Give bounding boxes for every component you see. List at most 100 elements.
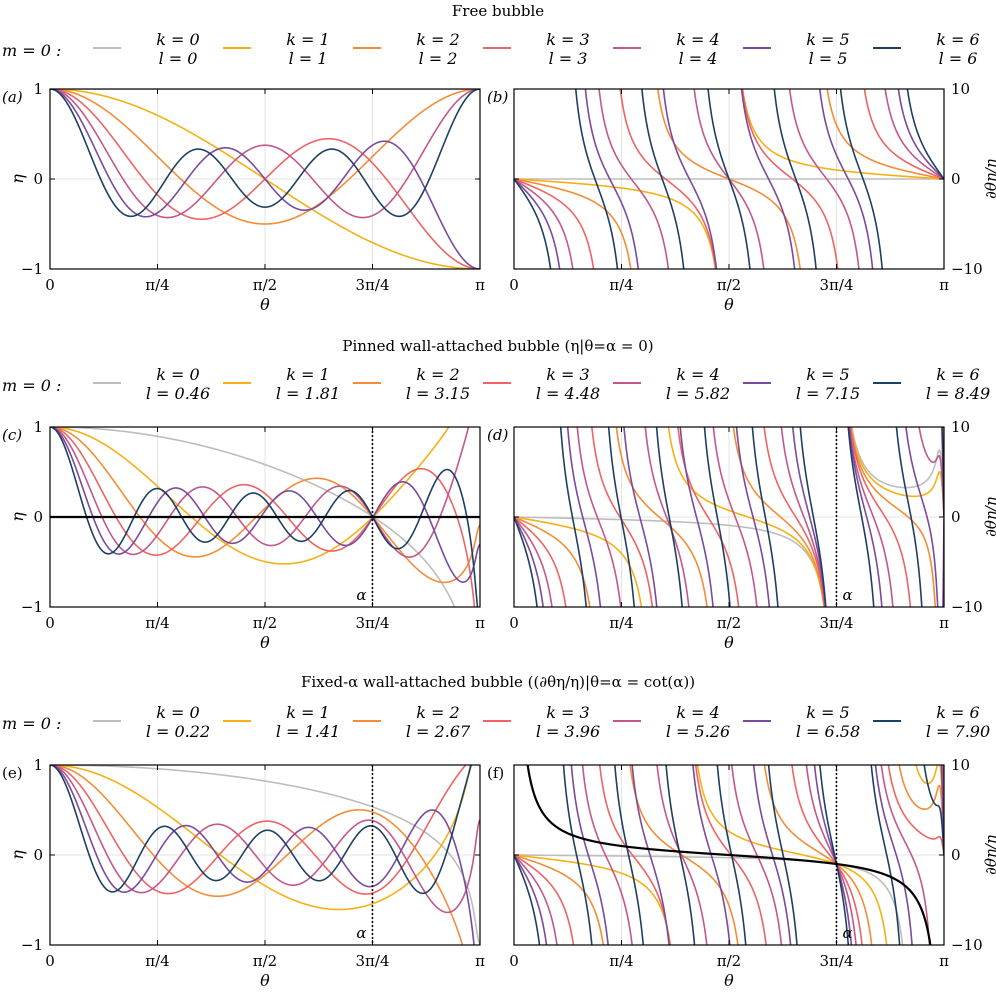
x-tick-label: π xyxy=(475,614,485,632)
series-group xyxy=(514,89,944,269)
legend-entry: k = 2l = 2.67 xyxy=(353,703,471,741)
series-group xyxy=(50,89,480,269)
y-tick-label: 0 xyxy=(33,170,43,188)
series-line xyxy=(50,765,464,945)
legend-k: k = 6 xyxy=(936,703,979,722)
x-tick-label: 0 xyxy=(509,952,519,970)
grid xyxy=(50,765,480,945)
legend-l: l = 4.48 xyxy=(536,384,600,403)
legend-k: k = 0 xyxy=(156,365,199,384)
series-line xyxy=(514,765,944,945)
x-axis-label: θ xyxy=(260,633,270,652)
series-line xyxy=(514,89,944,269)
y-tick-label: −10 xyxy=(951,260,983,278)
legend-l: l = 0.46 xyxy=(146,384,210,403)
x-axis-label: θ xyxy=(724,633,734,652)
legend-l: l = 3 xyxy=(549,49,588,68)
legend-l: l = 3.96 xyxy=(536,722,600,741)
series-line xyxy=(50,427,479,607)
legend-l: l = 6 xyxy=(939,49,978,68)
x-tick-label: π/4 xyxy=(145,614,169,632)
legend: m = 0 : k = 0l = 0k = 1l = 1k = 2l = 2k … xyxy=(2,30,980,68)
legend-entry: k = 3l = 4.48 xyxy=(483,365,600,403)
series-line xyxy=(50,427,480,584)
x-tick-label: π xyxy=(475,276,485,294)
section-fixed-alpha-bubble: Fixed-α wall-attached bubble ((∂θη/η)|θ=… xyxy=(2,673,996,990)
legend-label: m = 0 : xyxy=(2,714,61,733)
legend-l: l = 0.22 xyxy=(146,722,210,741)
legend-entry: k = 5l = 5 xyxy=(743,30,850,68)
section-pinned-bubble: Pinned wall-attached bubble (η|θ=α = 0) … xyxy=(2,337,996,652)
series-line xyxy=(514,765,944,945)
x-tick-label: π/4 xyxy=(609,952,633,970)
series-line xyxy=(514,89,944,269)
x-tick-label: π/2 xyxy=(717,276,741,294)
x-tick-label: 0 xyxy=(45,614,55,632)
legend-l: l = 1.41 xyxy=(276,722,340,741)
y-tick-label: −1 xyxy=(21,936,43,954)
y-axis-label: ∂θη/η xyxy=(982,835,996,875)
x-tick-label: π/2 xyxy=(717,952,741,970)
y-tick-label: −1 xyxy=(21,598,43,616)
legend-k: k = 4 xyxy=(676,30,719,49)
series-line xyxy=(50,89,480,218)
x-tick-label: π/4 xyxy=(145,952,169,970)
legend-k: k = 4 xyxy=(676,365,719,384)
legend-entry: k = 0l = 0.46 xyxy=(93,365,210,403)
x-axis-label: θ xyxy=(724,295,734,314)
legend-k: k = 2 xyxy=(416,30,459,49)
series-line xyxy=(50,89,480,219)
legend-entry: k = 6l = 8.49 xyxy=(873,365,990,403)
panel-label: (a) xyxy=(2,88,23,106)
y-tick-label: 0 xyxy=(951,508,961,526)
series-line xyxy=(50,765,480,914)
legend-l: l = 2.67 xyxy=(406,722,471,741)
legend-k: k = 4 xyxy=(676,703,719,722)
series-line xyxy=(50,765,472,911)
x-tick-label: π xyxy=(939,952,949,970)
y-axis-label: η xyxy=(8,512,27,522)
legend-k: k = 3 xyxy=(546,703,589,722)
series-line xyxy=(514,89,944,269)
legend-entry: k = 0l = 0.22 xyxy=(93,703,210,741)
y-tick-label: −10 xyxy=(951,936,983,954)
legend-entry: k = 4l = 4 xyxy=(613,30,720,68)
series-group xyxy=(50,765,480,945)
legend-label: m = 0 : xyxy=(2,376,61,395)
legend-k: k = 0 xyxy=(156,703,199,722)
y-tick-label: −1 xyxy=(21,260,43,278)
alpha-label: α xyxy=(356,924,366,942)
legend-l: l = 1 xyxy=(289,49,328,68)
series-group xyxy=(514,427,944,607)
x-tick-label: π/4 xyxy=(145,276,169,294)
x-tick-label: 3π/4 xyxy=(820,614,854,632)
section-title: Free bubble xyxy=(452,2,544,20)
x-tick-label: 3π/4 xyxy=(820,276,854,294)
panel-label: (b) xyxy=(487,88,508,106)
series-line xyxy=(514,427,944,607)
y-tick-label: 0 xyxy=(951,170,961,188)
legend-k: k = 6 xyxy=(936,365,979,384)
legend-entry: k = 4l = 5.82 xyxy=(613,365,730,403)
series-line xyxy=(50,765,472,895)
section-title: Fixed-α wall-attached bubble ((∂θη/η)|θ=… xyxy=(301,673,695,691)
legend-entry: k = 3l = 3 xyxy=(483,30,590,68)
y-tick-label: 0 xyxy=(33,846,43,864)
panel-b: (b) 0 π/4 π/2 3π/4 π θ −10 0 10 ∂θη/η xyxy=(487,80,996,314)
y-tick-label: 1 xyxy=(33,418,43,436)
x-tick-label: π xyxy=(939,276,949,294)
x-tick-label: π/2 xyxy=(717,614,741,632)
y-tick-label: 1 xyxy=(33,80,43,98)
series-line xyxy=(50,427,476,607)
legend-k: k = 5 xyxy=(806,365,849,384)
legend-l: l = 0 xyxy=(159,49,198,68)
x-tick-label: π/4 xyxy=(609,276,633,294)
series-line xyxy=(514,427,944,607)
legend-label: m = 0 : xyxy=(2,41,61,60)
legend-entry: k = 1l = 1 xyxy=(223,30,330,68)
series-line xyxy=(514,427,944,607)
x-tick-label: 3π/4 xyxy=(356,276,390,294)
series-line xyxy=(514,427,944,607)
series-line xyxy=(514,427,944,607)
